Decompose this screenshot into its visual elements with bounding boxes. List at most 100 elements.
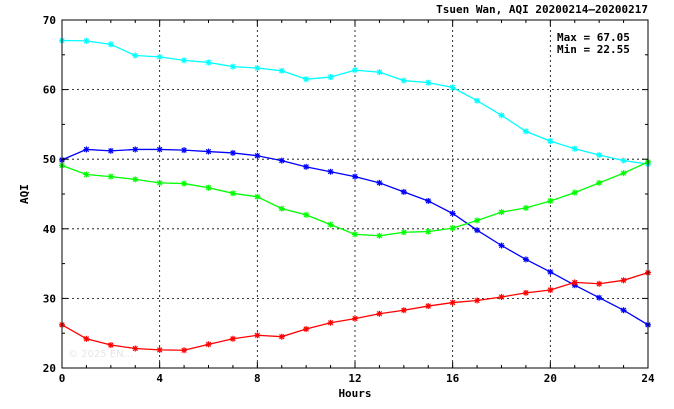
data-point bbox=[83, 171, 90, 178]
data-point bbox=[449, 225, 456, 232]
data-point bbox=[474, 97, 481, 104]
data-point bbox=[229, 63, 236, 70]
chart-title: Tsuen Wan, AQI 20200214—20200217 bbox=[436, 3, 648, 16]
data-point bbox=[571, 189, 578, 196]
data-point bbox=[449, 299, 456, 306]
data-point bbox=[352, 173, 358, 180]
data-point bbox=[254, 193, 261, 200]
watermark: © 2025 EN... bbox=[68, 349, 133, 360]
data-point bbox=[132, 176, 139, 183]
data-point bbox=[596, 179, 603, 186]
data-point bbox=[425, 197, 432, 204]
data-point bbox=[107, 147, 114, 154]
data-point bbox=[376, 179, 383, 186]
data-point bbox=[254, 332, 261, 339]
data-point bbox=[352, 67, 358, 74]
x-tick-label: 16 bbox=[446, 372, 460, 385]
data-point bbox=[376, 69, 383, 76]
data-point bbox=[107, 173, 114, 180]
max-stat: Max = 67.05 bbox=[557, 31, 630, 44]
data-point bbox=[400, 188, 407, 195]
data-point bbox=[327, 221, 334, 228]
data-point bbox=[571, 279, 578, 286]
data-point bbox=[449, 84, 456, 91]
data-point bbox=[303, 211, 310, 218]
data-point bbox=[327, 168, 334, 175]
data-point bbox=[425, 79, 432, 86]
data-point bbox=[107, 342, 114, 349]
y-tick-label: 50 bbox=[43, 153, 56, 166]
x-tick-label: 8 bbox=[254, 372, 261, 385]
data-point bbox=[547, 268, 554, 275]
data-point bbox=[400, 77, 407, 84]
data-point bbox=[83, 146, 90, 153]
data-point bbox=[352, 231, 358, 238]
data-point bbox=[425, 228, 432, 235]
data-point bbox=[303, 163, 310, 170]
data-point bbox=[278, 205, 285, 212]
series-3 bbox=[59, 269, 651, 354]
data-point bbox=[327, 319, 334, 326]
x-tick-label: 4 bbox=[156, 372, 163, 385]
data-point bbox=[474, 227, 481, 234]
min-stat: Min = 22.55 bbox=[557, 43, 630, 56]
series-line bbox=[61, 161, 649, 237]
data-point bbox=[83, 335, 90, 342]
data-point bbox=[522, 128, 529, 135]
data-point bbox=[425, 303, 432, 310]
data-point bbox=[596, 294, 603, 301]
data-point bbox=[620, 277, 627, 284]
x-tick-label: 24 bbox=[641, 372, 655, 385]
data-point bbox=[107, 41, 114, 48]
data-point bbox=[303, 326, 310, 333]
data-point bbox=[205, 148, 212, 155]
y-tick-label: 60 bbox=[43, 84, 56, 97]
x-tick-label: 0 bbox=[59, 372, 66, 385]
data-point bbox=[278, 157, 285, 164]
data-point bbox=[303, 76, 310, 83]
data-point bbox=[620, 307, 627, 314]
data-point bbox=[156, 346, 163, 353]
data-point bbox=[474, 217, 481, 224]
data-point bbox=[498, 112, 505, 119]
data-point bbox=[376, 232, 383, 239]
ticks: 0 4 8 12 16 20 24 20 30 40 50 60 70 bbox=[43, 14, 655, 385]
data-point bbox=[132, 345, 139, 352]
data-point bbox=[352, 315, 358, 322]
series-layer bbox=[59, 37, 651, 354]
data-point bbox=[83, 37, 90, 44]
data-point bbox=[547, 287, 554, 294]
data-point bbox=[205, 341, 212, 348]
data-point bbox=[181, 57, 188, 64]
data-point bbox=[400, 307, 407, 314]
data-point bbox=[498, 209, 505, 216]
data-point bbox=[571, 145, 578, 152]
data-point bbox=[620, 170, 627, 177]
data-point bbox=[547, 138, 554, 145]
data-point bbox=[254, 65, 261, 72]
data-point bbox=[205, 184, 212, 191]
y-axis-title: AQI bbox=[18, 184, 31, 204]
data-point bbox=[229, 190, 236, 197]
data-point bbox=[156, 146, 163, 153]
grid bbox=[62, 20, 648, 368]
data-point bbox=[132, 52, 139, 59]
x-tick-label: 20 bbox=[544, 372, 557, 385]
data-point bbox=[205, 59, 212, 66]
data-point bbox=[522, 256, 529, 263]
series-2 bbox=[59, 158, 651, 239]
data-point bbox=[620, 157, 627, 164]
data-point bbox=[254, 152, 261, 159]
data-point bbox=[376, 310, 383, 317]
y-tick-label: 20 bbox=[43, 362, 56, 375]
data-point bbox=[181, 347, 188, 354]
data-point bbox=[278, 67, 285, 74]
y-tick-label: 30 bbox=[43, 292, 56, 305]
x-axis-title: Hours bbox=[338, 387, 371, 400]
data-point bbox=[596, 280, 603, 287]
data-point bbox=[522, 289, 529, 296]
data-point bbox=[278, 333, 285, 340]
data-point bbox=[327, 74, 334, 81]
data-point bbox=[181, 147, 188, 154]
